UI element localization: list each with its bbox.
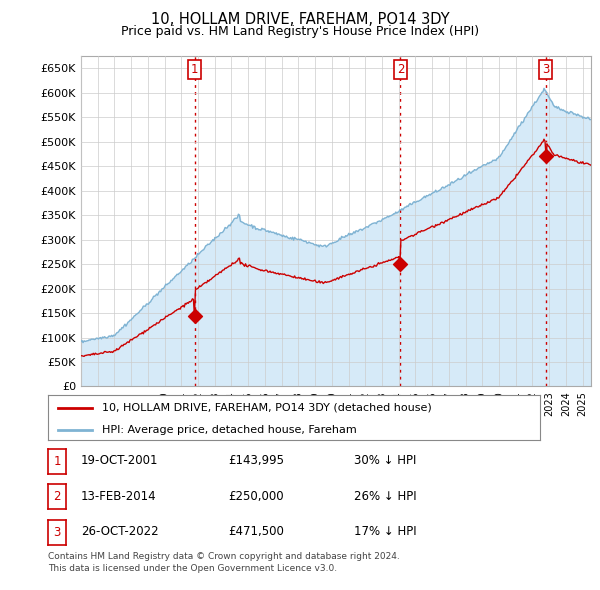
Point — [541, 151, 551, 160]
Point — [190, 312, 200, 321]
Text: 10, HOLLAM DRIVE, FAREHAM, PO14 3DY: 10, HOLLAM DRIVE, FAREHAM, PO14 3DY — [151, 12, 449, 27]
Text: HPI: Average price, detached house, Fareham: HPI: Average price, detached house, Fare… — [102, 425, 357, 435]
Text: 1: 1 — [53, 455, 61, 468]
Point — [395, 260, 405, 269]
Text: £250,000: £250,000 — [228, 490, 284, 503]
Text: 30% ↓ HPI: 30% ↓ HPI — [354, 454, 416, 467]
Text: 17% ↓ HPI: 17% ↓ HPI — [354, 525, 416, 538]
Text: 1: 1 — [191, 63, 199, 76]
Text: 26-OCT-2022: 26-OCT-2022 — [81, 525, 158, 538]
Text: 19-OCT-2001: 19-OCT-2001 — [81, 454, 158, 467]
Text: £143,995: £143,995 — [228, 454, 284, 467]
Text: Contains HM Land Registry data © Crown copyright and database right 2024.
This d: Contains HM Land Registry data © Crown c… — [48, 552, 400, 573]
Text: 3: 3 — [542, 63, 550, 76]
Text: 2: 2 — [53, 490, 61, 503]
Text: 13-FEB-2014: 13-FEB-2014 — [81, 490, 157, 503]
Text: £471,500: £471,500 — [228, 525, 284, 538]
Text: 10, HOLLAM DRIVE, FAREHAM, PO14 3DY (detached house): 10, HOLLAM DRIVE, FAREHAM, PO14 3DY (det… — [102, 403, 432, 412]
Text: 26% ↓ HPI: 26% ↓ HPI — [354, 490, 416, 503]
Text: 3: 3 — [53, 526, 61, 539]
Text: 2: 2 — [397, 63, 404, 76]
Text: Price paid vs. HM Land Registry's House Price Index (HPI): Price paid vs. HM Land Registry's House … — [121, 25, 479, 38]
